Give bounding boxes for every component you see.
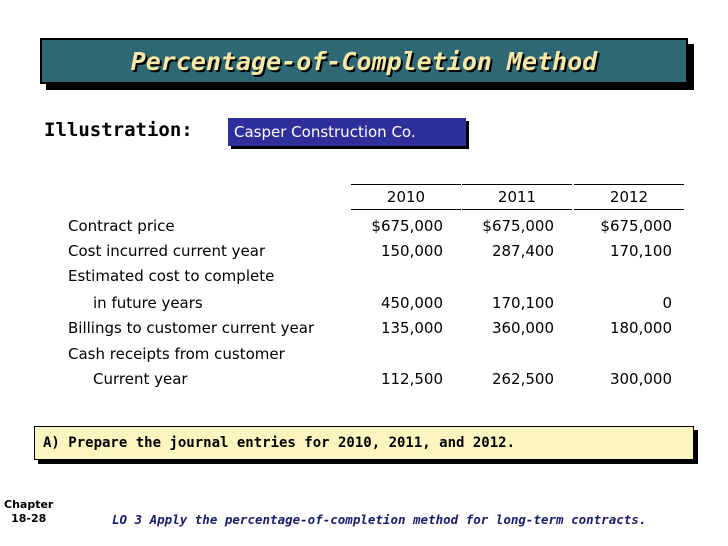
table-cell: 262,500 [491,370,554,388]
table-cell: 112,500 [380,370,443,388]
year-header-0: 2010 [351,184,461,210]
chapter-word: Chapter [4,498,54,511]
table-cell: 180,000 [609,319,672,337]
chapter-label: Chapter 18-28 [4,498,53,526]
illustration-label: Illustration: [44,119,193,141]
instruction-text: A) Prepare the journal entries for 2010,… [43,435,516,451]
company-name: Casper Construction Co. [234,123,416,141]
title-banner: Percentage-of-Completion Method [40,38,688,84]
row-label: Contract price [68,217,175,235]
row-label: Estimated cost to complete [68,267,275,285]
year-header-2: 2012 [574,184,684,210]
row-label: in future years [93,294,203,312]
row-label: Billings to customer current year [68,319,315,337]
company-name-box: Casper Construction Co. [228,118,466,146]
table-cell: 170,100 [491,294,554,312]
table-cell: 135,000 [380,319,443,337]
row-label: Cash receipts from customer [68,345,285,363]
table-cell: 170,100 [609,242,672,260]
instruction-box: A) Prepare the journal entries for 2010,… [34,426,694,460]
table-cell: $675,000 [371,217,443,235]
table-cell: 450,000 [380,294,443,312]
table-cell: 287,400 [491,242,554,260]
row-label: Cost incurred current year [68,242,266,260]
table-cell: $675,000 [600,217,672,235]
table-cell: 300,000 [609,370,672,388]
table-cell: 150,000 [380,242,443,260]
table-cell: $675,000 [482,217,554,235]
chapter-number: 18-28 [11,512,47,525]
page-title: Percentage-of-Completion Method [130,46,598,76]
year-header-1: 2011 [462,184,572,210]
row-label: Current year [93,370,188,388]
table-cell: 0 [662,294,672,312]
table-cell: 360,000 [491,319,554,337]
learning-objective: LO 3 Apply the percentage-of-completion … [112,512,647,527]
